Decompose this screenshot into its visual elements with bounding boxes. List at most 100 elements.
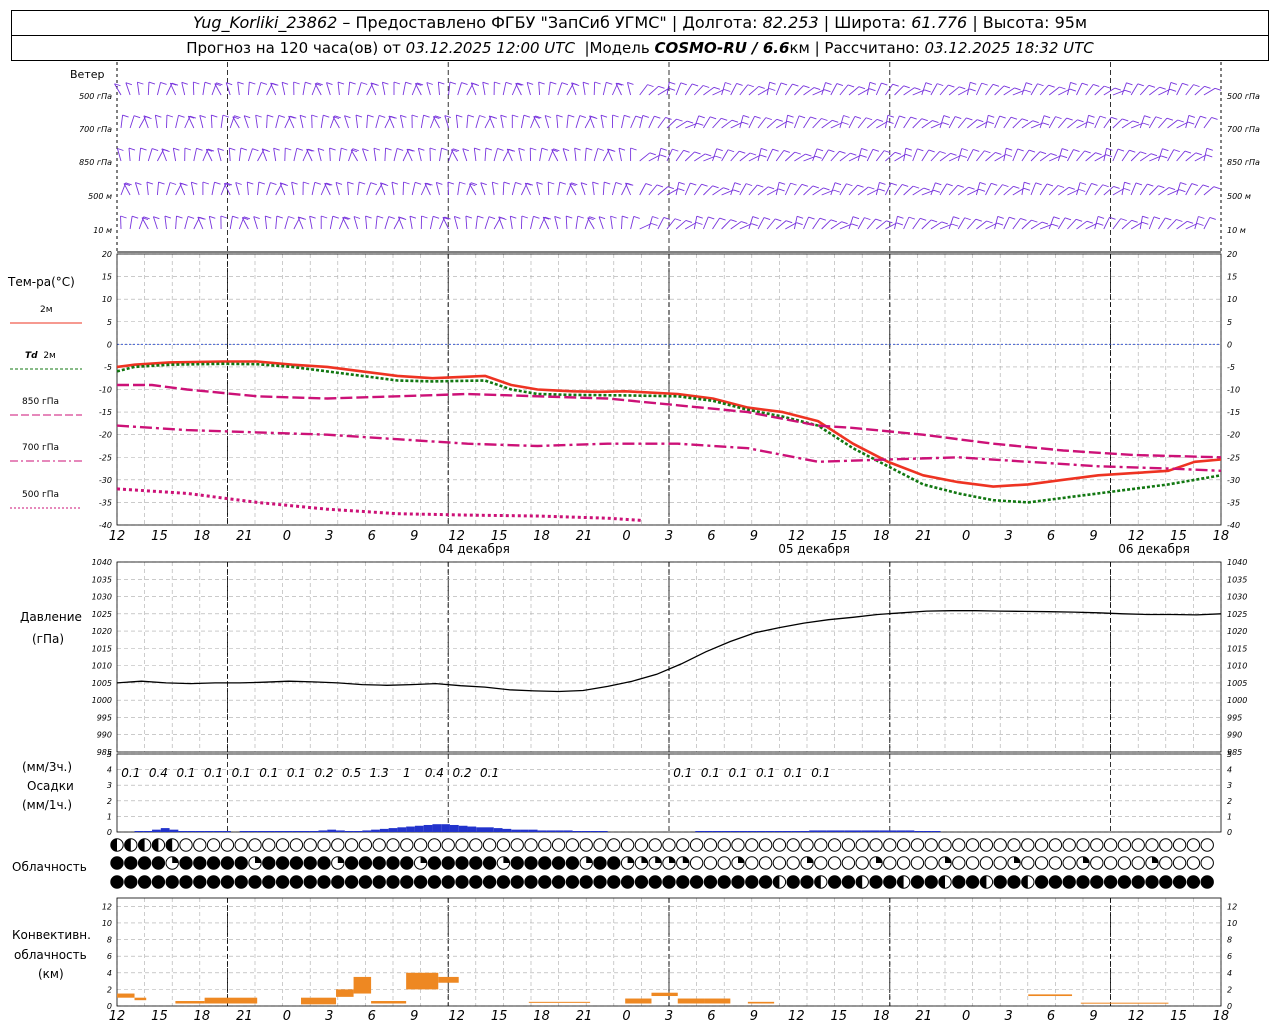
wind-barb-flag — [432, 215, 440, 219]
wind-barb — [375, 216, 378, 230]
wind-barb-flag — [1124, 181, 1131, 185]
wind-barb — [574, 148, 577, 162]
cloud-symbol — [1076, 875, 1090, 889]
conv-xtick: 15 — [491, 1009, 508, 1024]
cloud-symbol — [689, 838, 704, 852]
cloud-fill — [262, 856, 275, 870]
wind-barb-flag — [429, 147, 437, 151]
cloud-symbol — [151, 856, 166, 870]
temp-xtick: 6 — [368, 529, 376, 544]
wind-barb — [1039, 153, 1052, 162]
wind-barb-flag — [875, 218, 882, 222]
precip-bar — [590, 831, 599, 832]
wind-barb — [147, 81, 150, 96]
cloud-fill — [276, 875, 289, 889]
cloud-symbol — [758, 838, 773, 852]
wind-barb-flag — [886, 220, 893, 224]
conv-xtick: 6 — [1047, 1009, 1055, 1024]
wind-barb — [821, 219, 832, 230]
wind-barb-flag — [1195, 152, 1202, 156]
wind-barb — [1039, 115, 1045, 129]
wind-barb-flag — [1206, 147, 1213, 151]
precip-bar — [598, 831, 608, 832]
cloud-circle — [689, 838, 704, 852]
conv-ytick-left: 2 — [107, 985, 112, 994]
temp-xtick: 15 — [1170, 529, 1187, 544]
wind-barb — [657, 186, 669, 196]
wind-barb-flag — [385, 147, 392, 151]
wind-barb — [1103, 87, 1116, 96]
wind-barb-flag — [452, 148, 460, 152]
conv-xtick: 15 — [831, 1009, 848, 1024]
precip-bar — [152, 829, 161, 832]
precip-bar — [248, 831, 258, 832]
wind-barb — [648, 154, 661, 162]
wind-barb — [1085, 84, 1094, 96]
cloud-symbol — [551, 856, 566, 870]
wind-barb — [1012, 187, 1025, 196]
legend-td-2m: 2м — [43, 351, 56, 361]
cloud-fill — [304, 856, 317, 870]
wind-barb-flag — [747, 84, 754, 88]
wind-barb-flag — [668, 87, 676, 91]
wind-barb — [757, 186, 769, 196]
wind-barb — [411, 182, 416, 196]
wind-barb — [1185, 84, 1194, 96]
precip-3h-total: 0.1 — [701, 766, 720, 780]
wind-barb — [335, 182, 340, 196]
cloud-circle — [620, 838, 635, 852]
wind-barb-flag — [535, 115, 542, 119]
conv-xtick: 18 — [873, 1009, 890, 1024]
wind-barb — [426, 82, 431, 96]
cloud-circle — [234, 838, 248, 852]
wind-barb — [1167, 219, 1177, 230]
wind-barb — [1030, 151, 1041, 162]
cloud-circle — [510, 838, 524, 852]
wind-level-label-right: 700 гПа — [1227, 125, 1260, 134]
precip-bar — [782, 831, 792, 832]
precip-ytick-right: 3 — [1227, 781, 1232, 790]
wind-barb-flag — [981, 82, 988, 86]
cloud-symbol — [193, 875, 207, 889]
wind-barb-flag — [454, 216, 461, 219]
wind-barb-flag — [1191, 183, 1198, 186]
wind-barb-flag — [701, 183, 708, 187]
alt-value: 95м — [1054, 13, 1088, 32]
wind-barb — [712, 217, 720, 230]
precip-bar — [809, 830, 818, 832]
wind-barb — [784, 115, 789, 129]
wind-barb — [488, 115, 495, 129]
cloud-symbol — [262, 875, 276, 889]
wind-barb-flag — [600, 114, 608, 118]
wind-barb-flag — [365, 215, 372, 219]
wind-barb — [554, 216, 559, 230]
cloud-symbol — [1200, 856, 1214, 870]
wind-barb — [152, 216, 158, 230]
wind-barb-flag — [260, 82, 268, 85]
cloud-symbol — [1145, 838, 1159, 852]
cloud-symbol — [413, 838, 428, 852]
cloud-circle — [758, 856, 773, 870]
wind-barb-flag — [377, 215, 384, 219]
wind-barb — [607, 148, 613, 162]
wind-barb-flag — [660, 147, 667, 151]
wind-barb — [1203, 87, 1216, 96]
cloud-circle — [883, 856, 897, 870]
cloud-circle — [1007, 838, 1021, 852]
wind-barb — [912, 89, 925, 96]
cloud-symbol — [220, 875, 235, 889]
wind-barb-flag — [1169, 88, 1177, 92]
cloud-fill — [276, 856, 289, 870]
wind-barb-flag — [901, 184, 909, 187]
wind-barb-flag — [839, 150, 846, 154]
wind-barb-flag — [633, 215, 640, 219]
wind-barb-flag — [1117, 148, 1125, 152]
wind-barb — [794, 184, 803, 196]
wind-barb — [912, 148, 918, 162]
cloud-fill — [304, 875, 317, 889]
wind-barb — [1139, 183, 1148, 196]
wind-barb-flag — [380, 182, 387, 186]
wind-barb-flag — [810, 116, 817, 120]
wind-barb — [243, 115, 249, 129]
wind-barb-flag — [335, 182, 343, 185]
